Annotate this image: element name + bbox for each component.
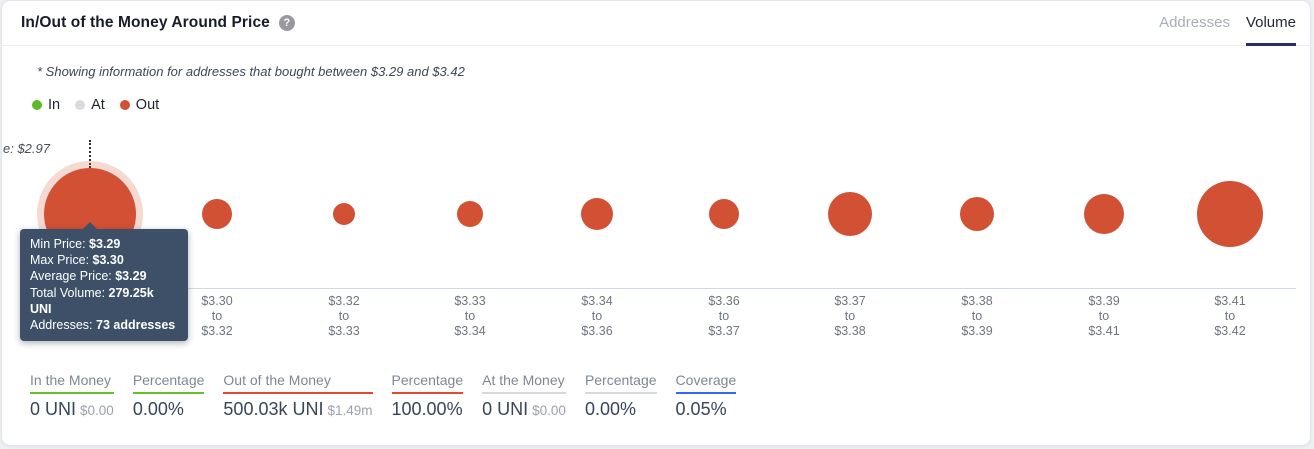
stat-at-the-money: At the Money 0 UNI $0.00	[482, 372, 566, 420]
stat-label: At the Money	[482, 372, 566, 394]
tooltip-row: Min Price: $3.29	[30, 237, 121, 251]
out-bubble-3.33to3.34[interactable]	[457, 201, 483, 227]
stat-percentage: Percentage 0.00%	[132, 372, 205, 420]
x-tick-label: $3.38 to $3.39	[961, 294, 993, 338]
stat-value: 0 UNI $0.00	[482, 399, 566, 419]
tooltip-row: Average Price: $3.29	[30, 269, 147, 284]
tooltip-row: Total Volume: 279.25k UNI	[30, 285, 154, 316]
tooltip-row: Addresses: 73 addresses	[30, 318, 176, 333]
out-bubble-3.41to3.42[interactable]	[1197, 181, 1263, 247]
out-bubble-3.30to3.32[interactable]	[202, 199, 232, 229]
chart-legend: In At Out	[32, 97, 159, 113]
bubble-tooltip: Min Price: $3.29 Max Price: $3.30 Average …	[20, 222, 188, 342]
stat-percentage: Percentage 0.00%	[584, 372, 657, 420]
out-bubble-3.39to3.41[interactable]	[1084, 194, 1124, 234]
stat-percentage: Percentage 100.00%	[391, 372, 464, 420]
stat-value: 0.00%	[584, 399, 636, 419]
stat-secondary-value: $1.49m	[327, 403, 373, 418]
x-tick-label: $3.36 to $3.37	[708, 294, 740, 338]
stat-coverage: Coverage 0.05%	[675, 372, 737, 420]
current-price-annotation: e: $2.97	[3, 141, 50, 156]
out-bubble-3.36to3.37[interactable]	[709, 199, 739, 229]
stat-secondary-value: $0.00	[80, 403, 114, 418]
legend-dot-at	[75, 100, 86, 110]
stat-secondary-value: $0.00	[532, 403, 566, 418]
x-tick-label: $3.41 to $3.42	[1214, 294, 1246, 338]
tooltip-caret	[82, 222, 98, 230]
out-bubble-3.37to3.38[interactable]	[828, 192, 872, 236]
tab-addresses[interactable]: Addresses	[1159, 13, 1230, 31]
tab-volume[interactable]: Volume	[1245, 1, 1296, 46]
legend-label: Out	[135, 97, 160, 113]
bought-range-note: * Showing information for addresses that…	[37, 64, 465, 79]
stat-value: 100.00%	[391, 399, 463, 419]
summary-stats-row: In the Money 0 UNI $0.00 Percentage 0.00% Out…	[30, 372, 737, 420]
view-tabs: Addresses Volume	[1159, 1, 1296, 46]
legend-item-at[interactable]: At	[75, 97, 105, 113]
help-icon[interactable]: ?	[278, 15, 295, 31]
legend-item-out[interactable]: Out	[119, 97, 160, 113]
legend-dot-out	[119, 100, 130, 110]
tooltip-row: Max Price: $3.30	[30, 253, 124, 268]
stat-label: Out of the Money	[223, 372, 373, 394]
legend-item-in[interactable]: In	[32, 97, 60, 113]
stat-value: 0 UNI $0.00	[30, 399, 114, 419]
current-price-dotted-line	[89, 140, 91, 168]
legend-dot-in	[32, 100, 42, 110]
x-tick-label: $3.33 to $3.34	[454, 294, 486, 338]
stat-value: 0.00%	[132, 399, 184, 419]
out-bubble-3.32to3.33[interactable]	[333, 203, 355, 225]
stat-value: 500.03k UNI $1.49m	[223, 399, 373, 419]
stat-label: Percentage	[391, 372, 464, 394]
stat-in-the-money: In the Money 0 UNI $0.00	[30, 372, 114, 420]
panel-title: In/Out of the Money Around Price	[21, 14, 270, 31]
stat-label: Percentage	[584, 372, 657, 394]
out-bubble-3.38to3.39[interactable]	[960, 197, 994, 231]
x-tick-label: $3.39 to $3.41	[1088, 294, 1120, 338]
x-tick-label: $3.34 to $3.36	[581, 294, 613, 338]
x-tick-label: $3.32 to $3.33	[328, 294, 360, 338]
stat-label: In the Money	[30, 372, 114, 394]
stat-value: 0.05%	[675, 399, 727, 419]
out-bubble-3.34to3.36[interactable]	[581, 198, 613, 230]
stat-out-of-the-money: Out of the Money 500.03k UNI $1.49m	[223, 372, 373, 420]
x-tick-label: $3.37 to $3.38	[834, 294, 866, 338]
legend-label: In	[48, 97, 61, 113]
x-tick-label: $3.30 to $3.32	[201, 294, 233, 338]
stat-label: Coverage	[675, 372, 737, 394]
legend-label: At	[91, 97, 105, 113]
panel-header: In/Out of the Money Around Price ? Addre…	[2, 1, 1310, 46]
tooltip-rows: Min Price: $3.29 Max Price: $3.30 Average …	[30, 236, 178, 333]
stat-label: Percentage	[132, 372, 205, 394]
x-axis-line	[22, 288, 1296, 289]
